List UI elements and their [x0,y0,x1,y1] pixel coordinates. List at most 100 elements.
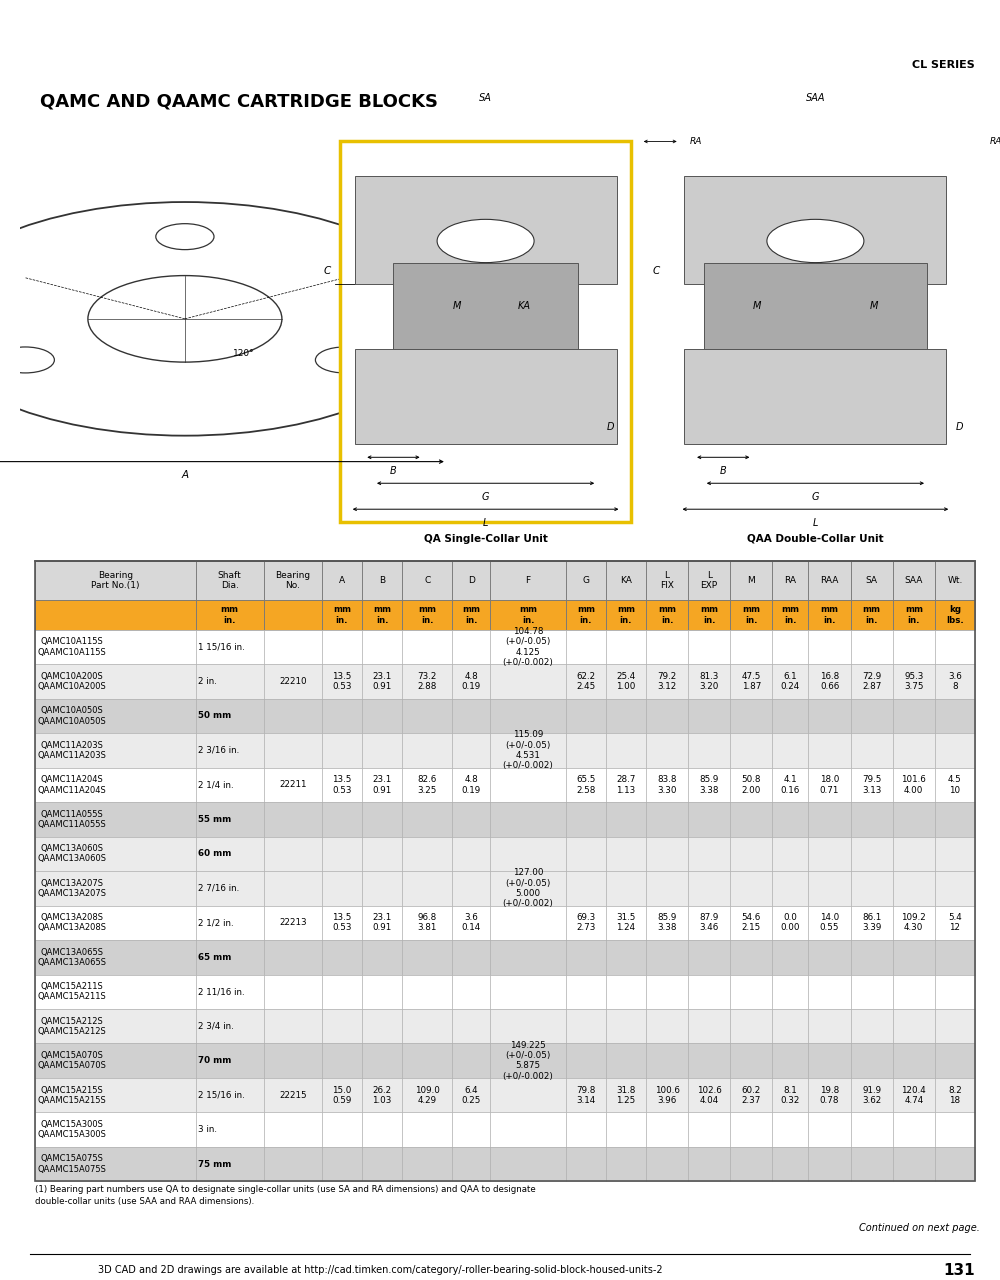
Bar [566,733,606,768]
Bar [490,905,566,940]
Text: 83.8
3.30: 83.8 3.30 [657,776,677,795]
Bar [730,1043,772,1078]
Bar [646,905,688,940]
Text: 2 3/4 in.: 2 3/4 in. [198,1021,234,1030]
Bar [606,768,646,803]
Bar [935,1147,975,1181]
Bar [322,1043,362,1078]
Text: 0.0
0.00: 0.0 0.00 [781,913,800,932]
Text: M: M [452,301,461,311]
Bar [606,1009,646,1043]
Text: B: B [390,466,397,476]
Bar [935,837,975,870]
Bar [362,699,402,733]
Bar [808,664,851,699]
Bar [606,699,646,733]
Text: 91.9
3.62: 91.9 3.62 [862,1085,881,1105]
Bar [566,699,606,733]
Bar [355,177,617,284]
Text: QAMC10A115S
QAAMC10A115S: QAMC10A115S QAAMC10A115S [38,637,107,657]
Bar [935,940,975,974]
Text: 87.9
3.46: 87.9 3.46 [699,913,719,932]
Bar [772,768,808,803]
Bar [893,803,935,837]
Bar [402,1009,452,1043]
Bar [452,733,490,768]
Text: QAA Double-Collar Unit: QAA Double-Collar Unit [747,534,884,544]
Text: mm
in.: mm in. [617,605,635,625]
Bar [851,664,893,699]
Bar [452,1112,490,1147]
Bar [935,630,975,664]
Bar [452,561,490,600]
Bar [730,940,772,974]
Bar [452,803,490,837]
Text: RA: RA [784,576,796,585]
Text: B: B [379,576,385,585]
Bar [772,1009,808,1043]
Bar [808,837,851,870]
Text: mm
in.: mm in. [821,605,839,625]
Text: 3.6
0.14: 3.6 0.14 [462,913,481,932]
Bar [196,630,264,664]
Bar [452,630,490,664]
Bar [452,940,490,974]
Bar [646,699,688,733]
Bar [851,1078,893,1112]
Bar [730,1009,772,1043]
Bar [851,974,893,1009]
Bar [935,905,975,940]
Text: SA: SA [866,576,878,585]
Bar [35,974,196,1009]
Text: 62.2
2.45: 62.2 2.45 [576,672,595,691]
Bar [35,768,196,803]
Text: D: D [607,422,614,433]
Bar [490,699,566,733]
Bar [264,905,322,940]
Text: SAA: SAA [905,576,923,585]
Text: mm
in.: mm in. [333,605,351,625]
Bar [893,600,935,630]
Bar [566,768,606,803]
Bar [935,1112,975,1147]
Bar [893,664,935,699]
Text: Continued on next page.: Continued on next page. [859,1222,980,1233]
Bar [566,1112,606,1147]
Bar [35,1078,196,1112]
Bar [566,1147,606,1181]
Bar [362,733,402,768]
Bar [851,733,893,768]
Text: QAMC15A215S
QAAMC15A215S: QAMC15A215S QAAMC15A215S [38,1085,107,1105]
Bar [808,699,851,733]
Bar [893,1043,935,1078]
Text: M: M [747,576,755,585]
Bar [490,870,566,905]
Bar [646,1147,688,1181]
Text: 15.0
0.59: 15.0 0.59 [332,1085,352,1105]
Bar [730,630,772,664]
Bar [688,768,730,803]
Text: 102.6
4.04: 102.6 4.04 [697,1085,722,1105]
Bar [452,870,490,905]
Bar [35,803,196,837]
Bar [688,974,730,1009]
Text: 23.1
0.91: 23.1 0.91 [372,672,392,691]
Bar [688,905,730,940]
Bar [646,974,688,1009]
Bar [566,940,606,974]
Bar [772,600,808,630]
Bar [851,870,893,905]
Bar [808,768,851,803]
Bar [355,349,617,444]
Bar [808,1043,851,1078]
Text: 2 3/16 in.: 2 3/16 in. [198,746,240,755]
Text: C: C [653,266,660,276]
Bar [772,905,808,940]
Text: SA: SA [479,92,492,102]
Text: 95.3
3.75: 95.3 3.75 [904,672,924,691]
Bar [490,1009,566,1043]
Bar [646,1078,688,1112]
Bar [606,803,646,837]
Text: mm
in.: mm in. [519,605,537,625]
Bar [893,1078,935,1112]
